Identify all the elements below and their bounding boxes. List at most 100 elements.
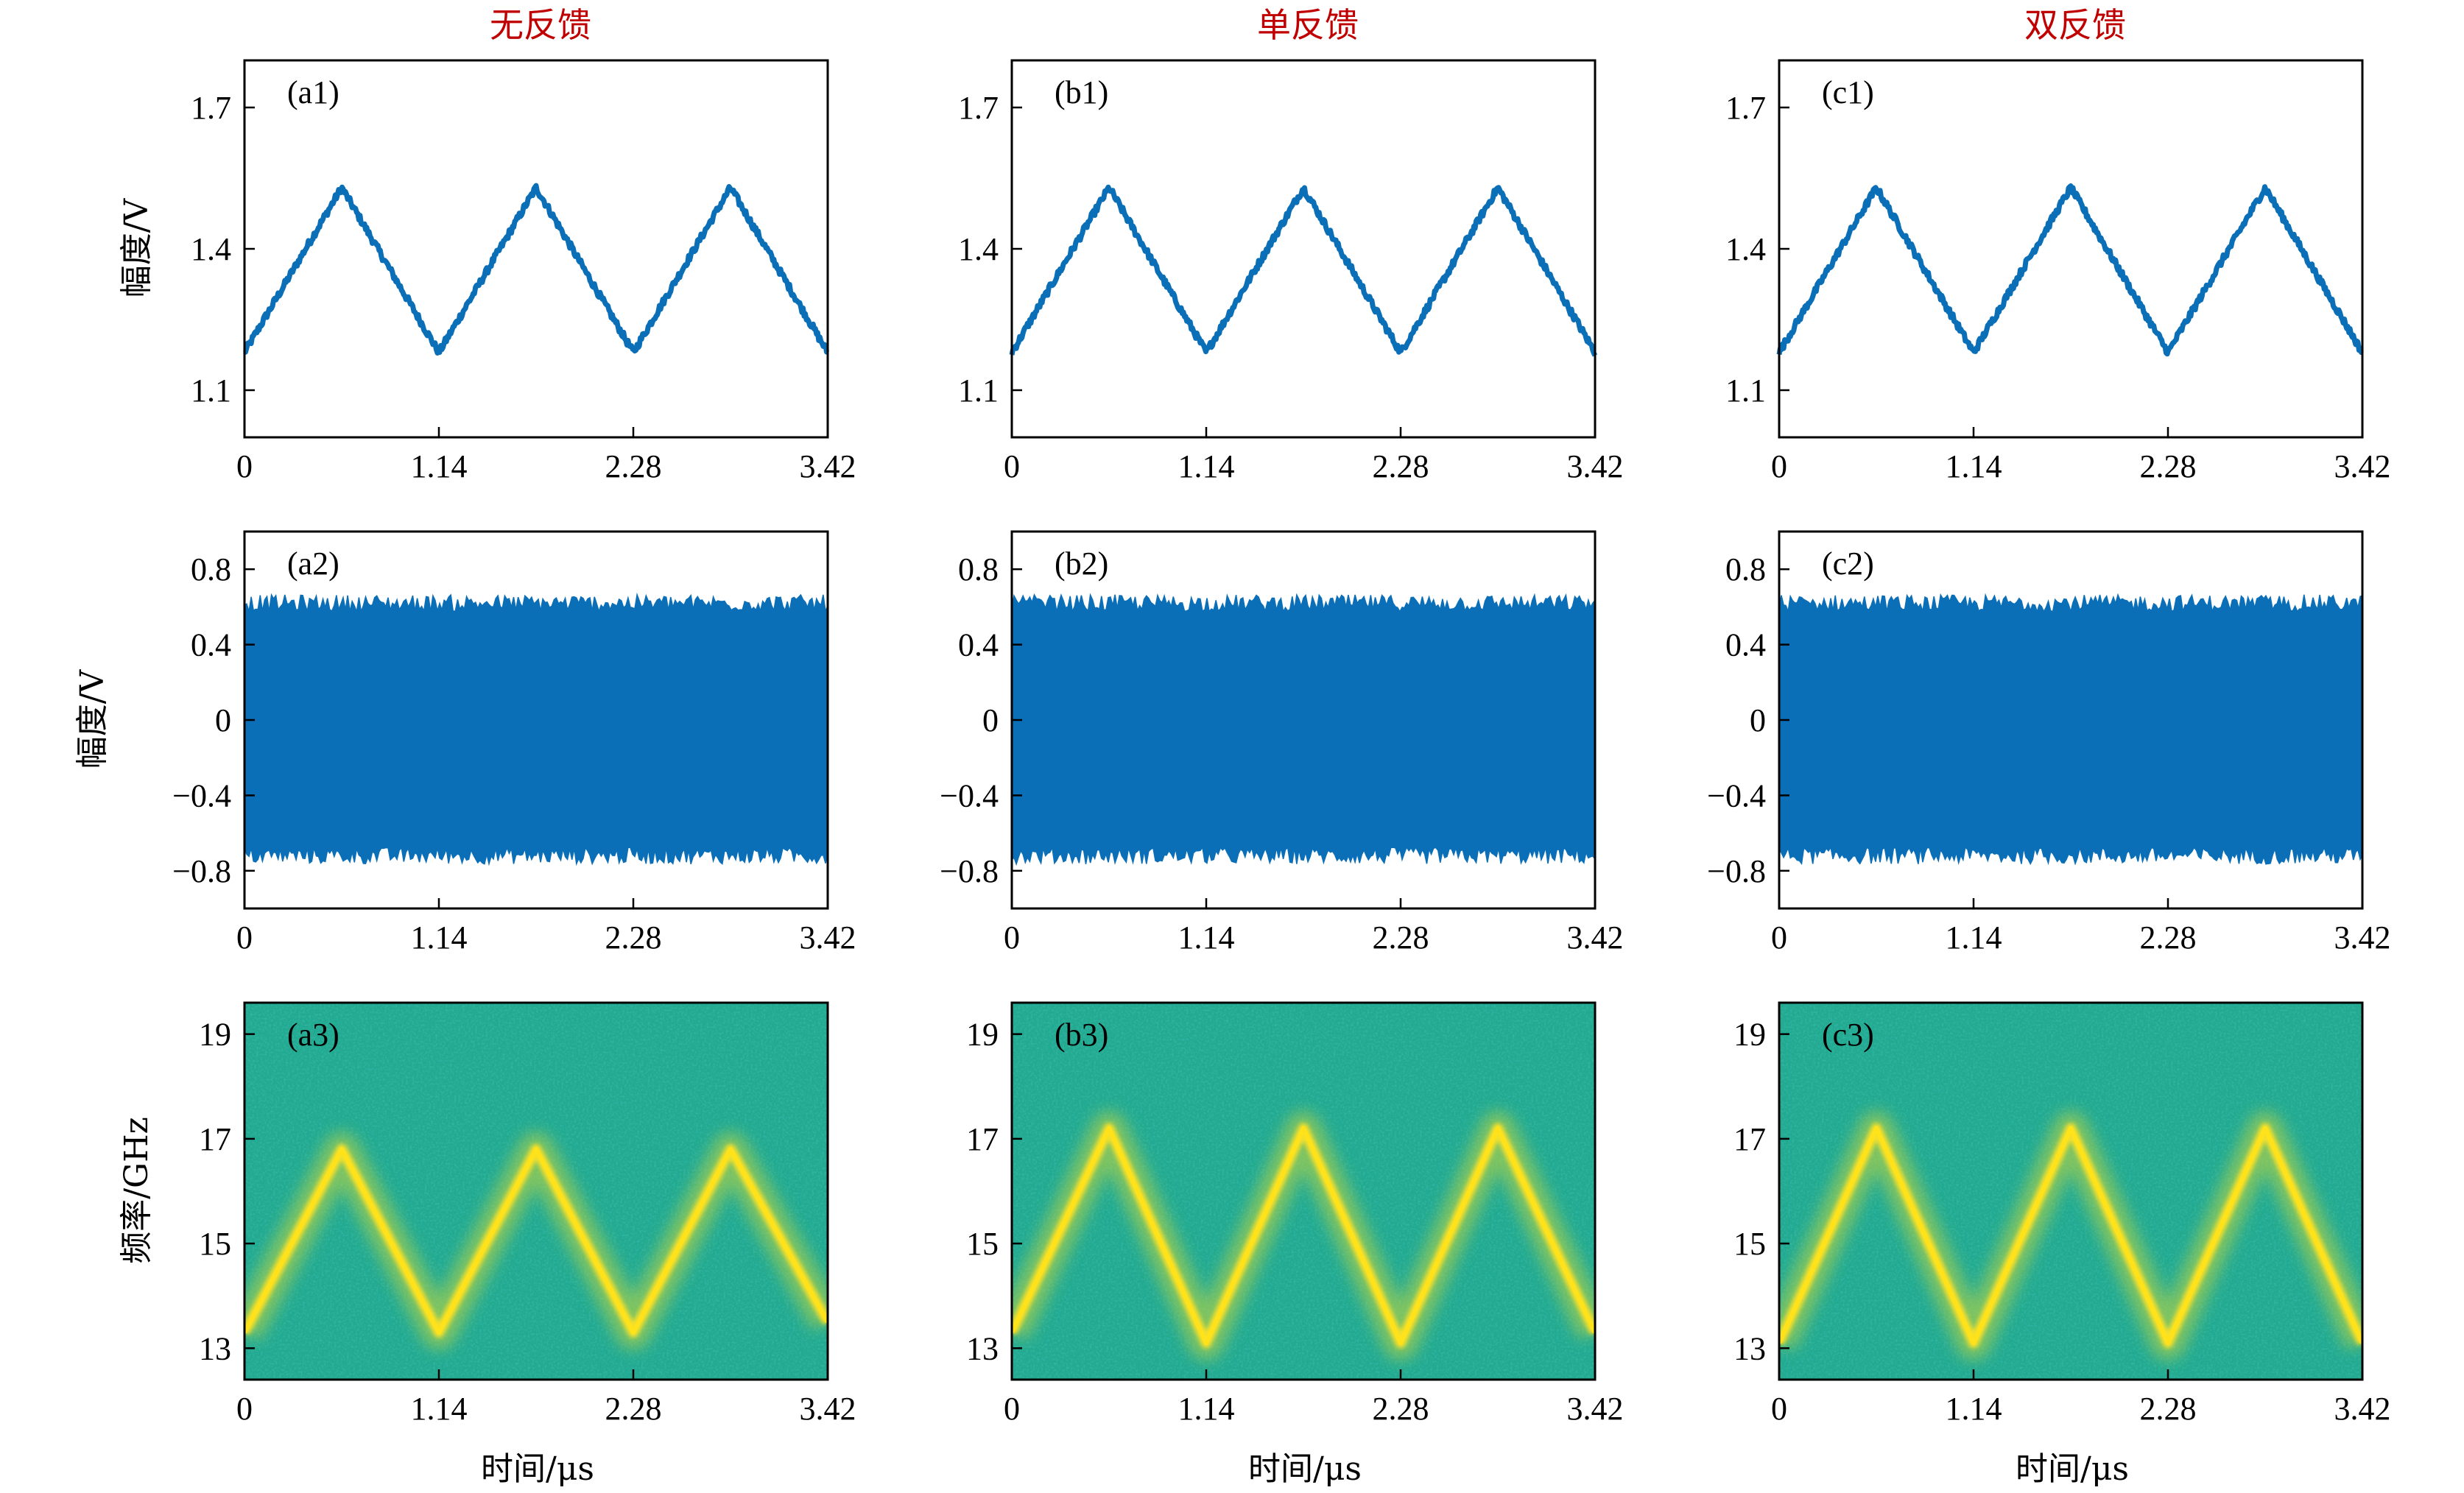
- y-tick-label: 0.4: [1725, 627, 1766, 663]
- spectrogram-c3: [1779, 1003, 2362, 1380]
- y-tick-label: −0.8: [172, 853, 231, 889]
- x-axis-labels: 时间/μs 时间/μs 时间/μs: [481, 1450, 2129, 1488]
- x-tick-label: 2.28: [605, 1391, 662, 1427]
- x-tick-label: 2.28: [2140, 1391, 2197, 1427]
- y-tick-label: 17: [1733, 1121, 1766, 1157]
- plot-frame: [1778, 59, 2364, 439]
- panel-label: (a2): [287, 546, 339, 582]
- y-tick-label: 1.4: [1725, 231, 1766, 267]
- y-tick-label: −0.4: [1707, 777, 1766, 813]
- plot-frame: [243, 1001, 829, 1381]
- panel-label: (b2): [1055, 546, 1108, 582]
- plot-frame: [243, 59, 829, 439]
- plot-frame: [1010, 1001, 1597, 1381]
- signal-envelope: [1778, 593, 2363, 866]
- y-tick-label: 17: [966, 1121, 999, 1157]
- spectrogram-b3: [1012, 1003, 1595, 1380]
- x-tick-label: 0: [236, 920, 253, 956]
- x-tick-label: 2.28: [1373, 1391, 1429, 1427]
- y-tick-label: −0.8: [940, 853, 999, 889]
- y-tick-label: 0: [215, 702, 231, 738]
- y-tick-label: 13: [1733, 1330, 1766, 1366]
- y-tick-label: 15: [966, 1226, 999, 1262]
- xlabel-col2: 时间/μs: [1248, 1450, 1362, 1488]
- x-tick-label: 0: [1771, 920, 1787, 956]
- column-title-single-feedback: 单反馈: [1257, 5, 1359, 45]
- x-tick-label: 2.28: [605, 448, 662, 484]
- x-tick-label: 0: [1771, 1391, 1787, 1427]
- y-tick-label: 1.7: [1725, 90, 1766, 126]
- panel-c2: 0.80.40−0.4−0.80 1.14 2.28 3.42(c2): [1707, 530, 2391, 956]
- plot-frame: [1778, 1001, 2364, 1381]
- x-tick-label: 2.28: [605, 920, 662, 956]
- x-tick-label: 0: [1771, 448, 1787, 484]
- xlabel-col1: 时间/μs: [481, 1450, 594, 1488]
- y-tick-label: 19: [1733, 1017, 1766, 1053]
- signal-envelope: [1011, 593, 1596, 866]
- x-tick-label: 0: [1004, 920, 1020, 956]
- x-tick-label: 0: [236, 1391, 253, 1427]
- x-tick-label: 1.14: [1178, 448, 1235, 484]
- x-tick-label: 2.28: [2140, 448, 2197, 484]
- y-tick-label: 1.1: [958, 373, 999, 409]
- spectrogram-noise: [1012, 1003, 1595, 1380]
- x-tick-label: 3.42: [1567, 448, 1624, 484]
- panel-label: (b1): [1055, 74, 1108, 110]
- series-line: [1776, 183, 2364, 357]
- x-tick-label: 1.14: [1178, 1391, 1235, 1427]
- x-tick-label: 1.14: [411, 1391, 468, 1427]
- y-tick-label: 0.8: [191, 551, 231, 587]
- signal-envelope: [244, 592, 828, 866]
- y-tick-label: 15: [199, 1226, 231, 1262]
- panel-label: (a3): [287, 1017, 339, 1053]
- column-title-no-feedback: 无反馈: [490, 5, 591, 45]
- panel-a2: 0.80.40−0.4−0.80 1.14 2.28 3.42(a2): [172, 530, 856, 956]
- y-tick-label: 17: [199, 1121, 231, 1157]
- y-tick-label: 19: [966, 1017, 999, 1053]
- x-tick-label: 3.42: [800, 920, 856, 956]
- column-title-double-feedback: 双反馈: [2024, 5, 2126, 45]
- panel-b1: 1.1 1.4 1.7 0 1.14 2.28 3.42 (b1): [958, 59, 1624, 484]
- x-tick-label: 1.14: [1946, 448, 2002, 484]
- y-tick-label: 1.7: [191, 90, 231, 126]
- y-tick-label: 1.4: [958, 231, 999, 267]
- panel-a1: 1.1 1.4 1.7 0 1.14 2.28 3.42 (a1): [191, 59, 856, 484]
- y-tick-label: −0.4: [940, 777, 999, 813]
- spectrogram-noise: [1779, 1003, 2362, 1380]
- y-tick-label: 0: [1750, 702, 1766, 738]
- y-tick-label: 1.7: [958, 90, 999, 126]
- panel-a3: 19 17 15 130 1.14 2.28 3.42 (a3): [199, 1001, 856, 1427]
- panel-c3: 19 17 15 130 1.14 2.28 3.42 (c3): [1733, 1001, 2391, 1427]
- panel-label: (c3): [1822, 1017, 1874, 1053]
- y-tick-label: 1.1: [191, 373, 231, 409]
- x-tick-label: 0: [1004, 1391, 1020, 1427]
- y-tick-label: 15: [1733, 1226, 1766, 1262]
- x-tick-label: 3.42: [1567, 920, 1624, 956]
- x-tick-label: 2.28: [2140, 920, 2197, 956]
- series-line: [243, 183, 829, 356]
- series-line: [1009, 184, 1598, 357]
- x-tick-label: 0: [236, 448, 253, 484]
- y-tick-label: −0.4: [172, 777, 231, 813]
- panels: 1.1 1.4 1.7 0 1.14 2.28 3.42 (a1) 1.1 1.4 1.7 0 1.14…: [172, 59, 2391, 1427]
- x-tick-label: 1.14: [1946, 920, 2002, 956]
- ylabel-row3: 频率/GHz: [118, 1117, 155, 1264]
- spectrogram-noise: [244, 1003, 828, 1380]
- ridge-line: [244, 1147, 828, 1335]
- panel-b2: 0.80.40−0.4−0.80 1.14 2.28 3.42(b2): [940, 530, 1624, 956]
- panel-label: (b3): [1055, 1017, 1108, 1053]
- x-tick-label: 1.14: [411, 920, 468, 956]
- x-tick-label: 1.14: [1946, 1391, 2002, 1427]
- y-tick-label: 0: [982, 702, 999, 738]
- y-tick-label: 1.1: [1725, 373, 1766, 409]
- x-tick-label: 2.28: [1373, 920, 1429, 956]
- y-tick-label: 0.4: [191, 627, 231, 663]
- plot-frame: [1010, 59, 1597, 439]
- x-tick-label: 1.14: [1178, 920, 1235, 956]
- panel-c1: 1.1 1.4 1.7 0 1.14 2.28 3.42 (c1): [1725, 59, 2391, 484]
- x-tick-label: 1.14: [411, 448, 468, 484]
- y-tick-label: 0.4: [958, 627, 999, 663]
- ylabel-row2: 幅度/V: [74, 668, 111, 769]
- column-titles: 无反馈 单反馈 双反馈: [490, 5, 2126, 45]
